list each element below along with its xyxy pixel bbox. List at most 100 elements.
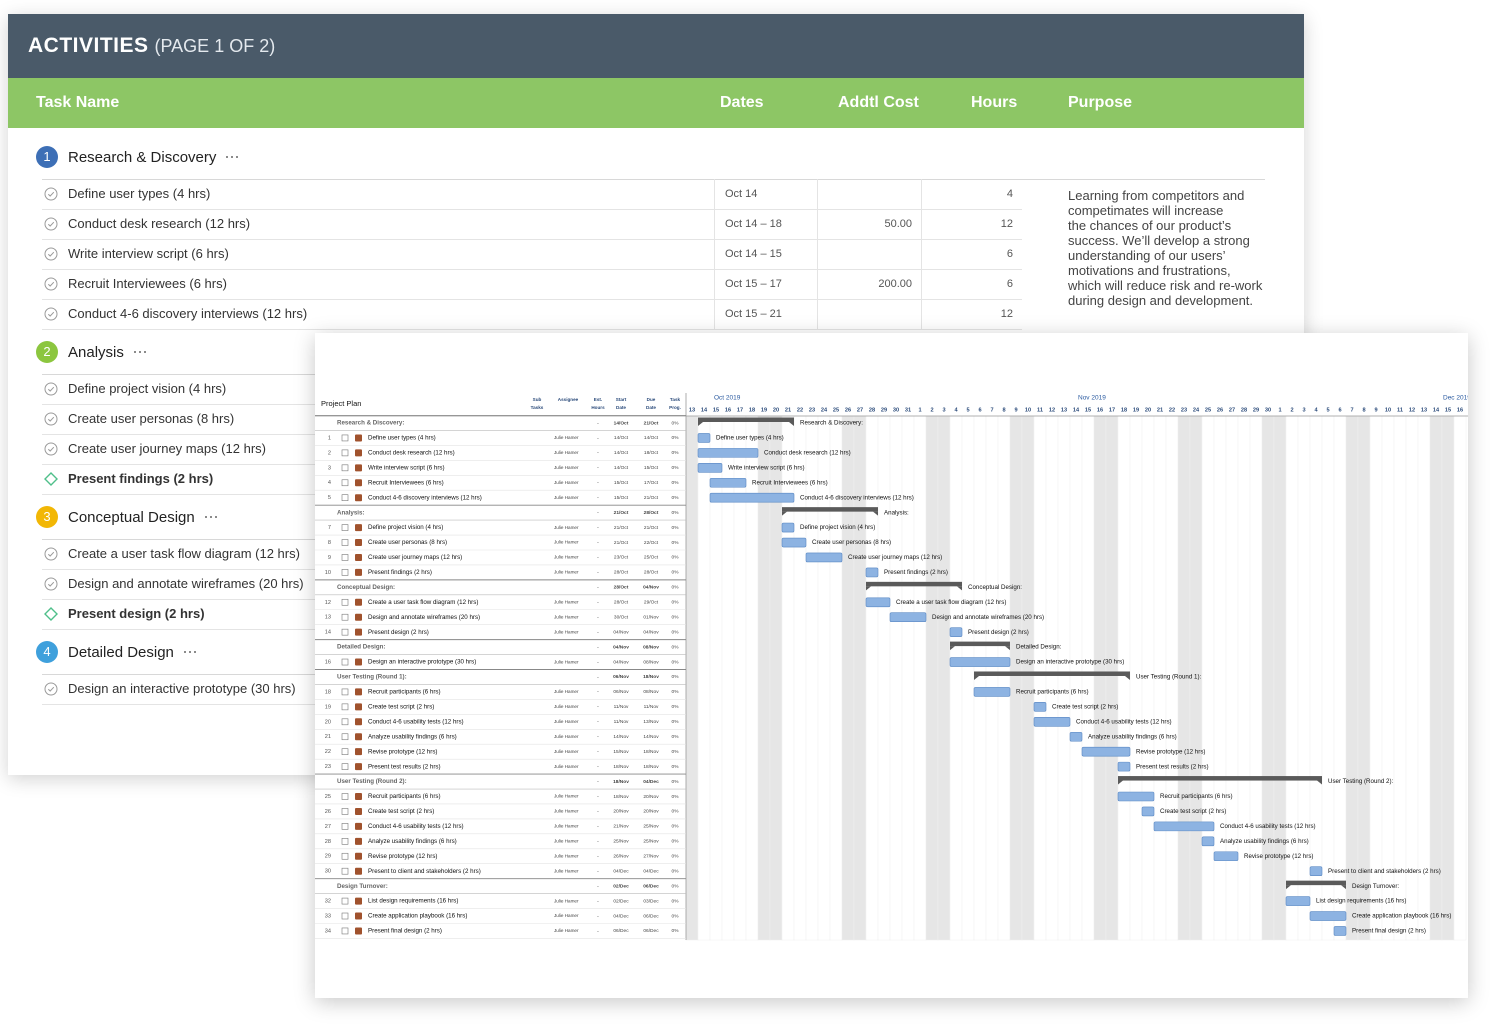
check-icon[interactable] (44, 547, 58, 561)
summary-bar (866, 581, 962, 587)
task-bar (1141, 806, 1155, 817)
group-name: Conceptual Design: (337, 584, 395, 591)
day-label: 28 (1241, 407, 1247, 413)
assignee: Julie Hamer (554, 659, 579, 664)
assignee: Julie Hamer (554, 853, 579, 858)
cell-border (817, 239, 818, 269)
est-hours: - (597, 629, 599, 635)
task-bar (697, 463, 723, 473)
progress: 0% (672, 854, 680, 860)
row-line (42, 269, 1022, 270)
checkbox[interactable] (341, 628, 349, 636)
checkbox[interactable] (341, 823, 349, 830)
checkbox[interactable] (341, 703, 349, 711)
check-icon[interactable] (44, 442, 58, 456)
day-label: 25 (1205, 407, 1211, 413)
checkbox[interactable] (341, 912, 349, 920)
dot (231, 156, 234, 158)
summary-bar (782, 507, 878, 512)
check-icon[interactable] (44, 187, 58, 201)
task-name: Create test script (2 hrs) (368, 704, 434, 711)
progress: 0% (672, 704, 680, 710)
bar-label: Analysis: (884, 509, 909, 516)
more-menu[interactable] (133, 351, 146, 353)
more-menu[interactable] (226, 156, 239, 158)
task-name: Conduct 4-6 discovery interviews (12 hrs… (368, 494, 482, 501)
checkbox[interactable] (341, 927, 349, 935)
milestone-icon[interactable] (44, 472, 58, 486)
day-column (1057, 415, 1071, 941)
task-name: Present design (2 hrs) (68, 606, 205, 621)
checkbox[interactable] (341, 852, 349, 860)
row-number: 5 (328, 495, 331, 501)
checkbox[interactable] (341, 569, 349, 576)
day-label: 24 (821, 407, 828, 413)
avatar-icon (355, 494, 362, 502)
progress: 0% (672, 435, 680, 441)
avatar-icon (355, 822, 362, 830)
checkbox[interactable] (341, 539, 349, 546)
check-icon[interactable] (44, 382, 58, 396)
weekend-column (1009, 415, 1023, 941)
checkbox[interactable] (341, 658, 349, 666)
start-date: 04/Nov (613, 659, 629, 665)
task-dates: Oct 15 – 17 (725, 278, 782, 290)
checkbox[interactable] (341, 748, 349, 755)
checkbox[interactable] (341, 598, 349, 606)
due-date: 03/Dec (643, 898, 659, 904)
day-label: 16 (1457, 407, 1463, 413)
checkbox[interactable] (341, 479, 349, 487)
due-date: 21/Oct (644, 525, 659, 531)
more-menu[interactable] (204, 516, 217, 518)
more-menu[interactable] (183, 651, 196, 653)
task-bar (889, 612, 927, 623)
checkbox[interactable] (341, 793, 349, 800)
checkbox[interactable] (341, 897, 349, 905)
checkbox[interactable] (341, 434, 349, 442)
check-icon[interactable] (44, 277, 58, 291)
start-date: 14/Nov (613, 734, 629, 740)
start-date: 04/Dec (613, 868, 629, 874)
checkbox[interactable] (341, 838, 349, 845)
start-date: 21/Oct (614, 525, 629, 531)
checkbox[interactable] (341, 763, 349, 770)
due-date: 14/Nov (643, 734, 659, 740)
checkbox[interactable] (341, 613, 349, 621)
progress: 0% (672, 839, 680, 845)
progress: 0% (672, 600, 680, 606)
task-bar (1213, 851, 1239, 862)
weekend-column (937, 415, 951, 941)
checkbox[interactable] (341, 464, 349, 472)
check-icon[interactable] (44, 217, 58, 231)
task-dates: Oct 14 – 15 (725, 248, 782, 260)
day-label: 5 (966, 407, 969, 413)
day-label: 17 (737, 407, 743, 413)
checkbox[interactable] (341, 688, 349, 696)
check-icon[interactable] (44, 307, 58, 321)
check-icon[interactable] (44, 682, 58, 696)
checkbox[interactable] (341, 524, 349, 531)
group-name: Research & Discovery: (337, 420, 404, 427)
check-icon[interactable] (44, 412, 58, 426)
check-icon[interactable] (44, 577, 58, 591)
checkbox[interactable] (341, 554, 349, 561)
progress: 0% (672, 674, 680, 680)
row-number: 19 (325, 704, 331, 710)
progress: 0% (672, 898, 680, 904)
checkbox[interactable] (341, 449, 349, 457)
due-date: 18/Nov (643, 764, 659, 770)
check-icon[interactable] (44, 247, 58, 261)
checkbox[interactable] (341, 733, 349, 741)
checkbox[interactable] (341, 867, 349, 875)
progress: 0% (672, 824, 680, 830)
milestone-icon[interactable] (44, 607, 58, 621)
cell-border (714, 299, 715, 329)
row-number: 9 (328, 555, 331, 561)
day-label: 15 (713, 407, 719, 413)
checkbox[interactable] (341, 808, 349, 815)
row-number: 7 (328, 525, 331, 531)
start-date: 28/Oct (614, 570, 629, 576)
checkbox[interactable] (341, 718, 349, 726)
checkbox[interactable] (341, 494, 349, 502)
day-label: 23 (809, 407, 815, 413)
